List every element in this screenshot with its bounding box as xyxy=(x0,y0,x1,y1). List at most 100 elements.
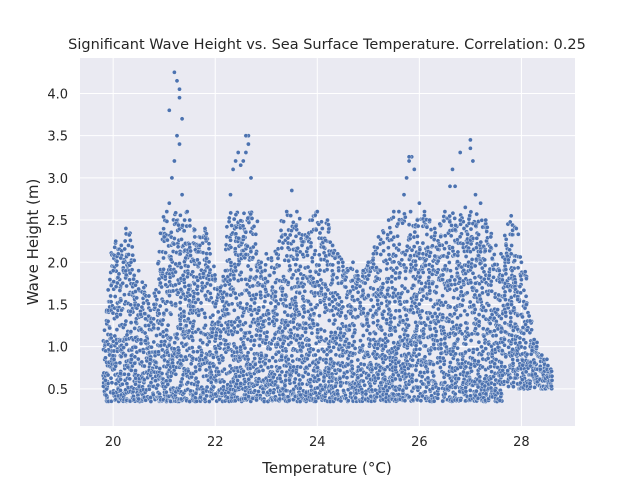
cloud-point xyxy=(478,239,484,245)
cloud-point xyxy=(264,329,270,335)
cloud-point xyxy=(328,356,334,362)
cloud-point xyxy=(424,224,430,230)
cloud-point xyxy=(276,263,282,268)
cloud-point xyxy=(417,346,423,352)
cloud-point xyxy=(118,371,123,376)
cloud-point xyxy=(300,374,306,379)
cloud-point xyxy=(469,368,474,374)
cloud-point xyxy=(435,391,441,397)
cloud-point xyxy=(418,340,423,345)
cloud-point xyxy=(266,316,272,322)
cloud-point xyxy=(209,334,214,339)
cloud-point xyxy=(488,282,494,288)
cloud-point xyxy=(419,297,424,303)
cloud-point xyxy=(198,394,203,400)
cloud-point xyxy=(477,392,483,397)
cloud-point xyxy=(331,312,336,318)
cloud-point xyxy=(286,280,291,285)
cloud-point xyxy=(310,259,315,264)
cloud-point xyxy=(417,301,422,307)
cloud-point xyxy=(139,359,145,365)
cloud-point xyxy=(385,287,390,293)
cloud-point xyxy=(117,288,123,293)
cloud-point xyxy=(458,313,463,318)
cloud-point xyxy=(114,314,120,320)
cloud-point xyxy=(248,211,253,217)
cloud-point xyxy=(208,291,213,296)
cloud-point xyxy=(390,391,396,397)
cloud-point xyxy=(499,325,504,331)
cloud-point xyxy=(138,327,144,332)
cloud-point xyxy=(164,299,170,304)
cloud-point xyxy=(197,367,202,372)
cloud-point xyxy=(386,306,392,312)
cloud-point xyxy=(431,398,437,404)
cloud-point xyxy=(193,300,198,305)
cloud-point xyxy=(289,353,295,359)
cloud-point xyxy=(400,338,405,343)
cloud-point xyxy=(415,385,420,390)
cloud-point xyxy=(133,368,138,373)
cloud-point xyxy=(203,293,208,298)
cloud-point xyxy=(411,310,416,316)
cloud-point xyxy=(231,216,237,222)
cloud-point xyxy=(228,238,233,243)
cloud-point xyxy=(268,341,274,347)
cloud-point xyxy=(474,211,479,217)
cloud-point xyxy=(375,298,380,303)
cloud-point xyxy=(474,388,479,394)
cloud-point xyxy=(510,357,515,362)
cloud-point xyxy=(420,240,426,246)
cloud-point xyxy=(305,264,311,270)
cloud-point xyxy=(117,360,123,366)
cloud-point xyxy=(156,290,162,295)
cloud-point xyxy=(428,326,433,332)
cloud-point xyxy=(300,344,306,350)
cloud-point xyxy=(397,242,402,247)
cloud-point xyxy=(486,303,491,308)
cloud-point xyxy=(185,264,191,269)
cloud-point xyxy=(345,362,351,367)
cloud-point xyxy=(298,364,303,370)
cloud-point xyxy=(348,391,353,396)
cloud-point xyxy=(232,308,237,313)
cloud-point xyxy=(397,314,403,319)
cloud-point xyxy=(286,357,291,362)
cloud-point xyxy=(403,214,408,220)
cloud-point xyxy=(170,288,176,294)
cloud-point xyxy=(353,285,359,291)
cloud-point xyxy=(211,264,217,269)
cloud-point xyxy=(168,312,174,317)
cloud-point xyxy=(114,259,120,264)
cloud-point xyxy=(435,247,441,252)
cloud-point xyxy=(445,254,450,260)
cloud-point xyxy=(227,277,233,283)
cloud-point xyxy=(253,362,258,367)
cloud-point xyxy=(425,375,431,381)
cloud-point xyxy=(335,391,340,397)
cloud-point xyxy=(444,240,449,245)
cloud-point xyxy=(468,388,473,393)
cloud-point xyxy=(222,366,227,372)
cloud-point xyxy=(398,301,403,307)
cloud-point xyxy=(358,338,363,343)
cloud-point xyxy=(508,375,513,381)
cloud-point xyxy=(509,232,515,237)
cloud-point xyxy=(223,338,228,343)
cloud-point xyxy=(460,297,466,303)
cloud-point xyxy=(476,319,482,324)
cloud-point xyxy=(500,277,505,283)
cloud-point xyxy=(179,237,184,242)
cloud-point xyxy=(175,244,181,250)
cloud-point xyxy=(280,341,286,346)
cloud-point xyxy=(279,245,285,251)
cloud-point xyxy=(124,332,130,338)
cloud-point xyxy=(238,218,243,223)
cloud-point xyxy=(163,250,168,255)
cloud-point xyxy=(339,280,344,286)
cloud-point xyxy=(430,243,435,249)
cloud-point xyxy=(178,213,183,218)
cloud-point xyxy=(168,335,174,341)
cloud-point xyxy=(332,297,338,302)
cloud-point xyxy=(195,379,201,385)
